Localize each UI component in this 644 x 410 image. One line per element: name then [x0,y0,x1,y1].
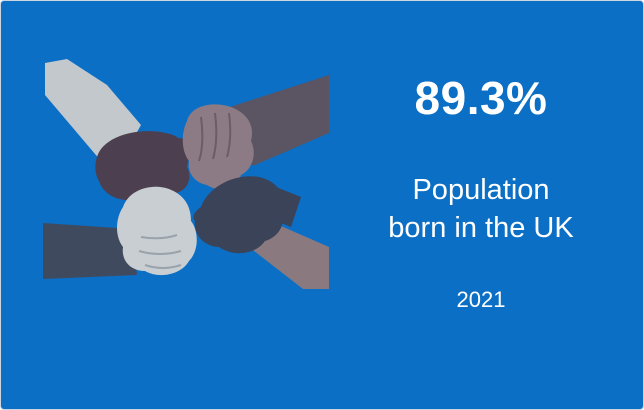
joined-hands-icon [43,59,329,289]
statistic-label: Population born in the UK [361,171,601,247]
knuckle-lines-pale [138,234,182,269]
statistic-value: 89.3% [414,72,548,124]
statistic-label-line1: Population [412,174,550,206]
hand-mauve [182,104,254,190]
arm-bottom-left [43,223,137,279]
statistic-label-line2: born in the UK [388,212,574,244]
hand-pale [117,186,197,276]
hand-slate [193,176,301,254]
knuckle-lines-mauve [198,112,232,162]
statistic-year: 2021 [456,287,506,312]
arm-top-left [45,59,141,161]
